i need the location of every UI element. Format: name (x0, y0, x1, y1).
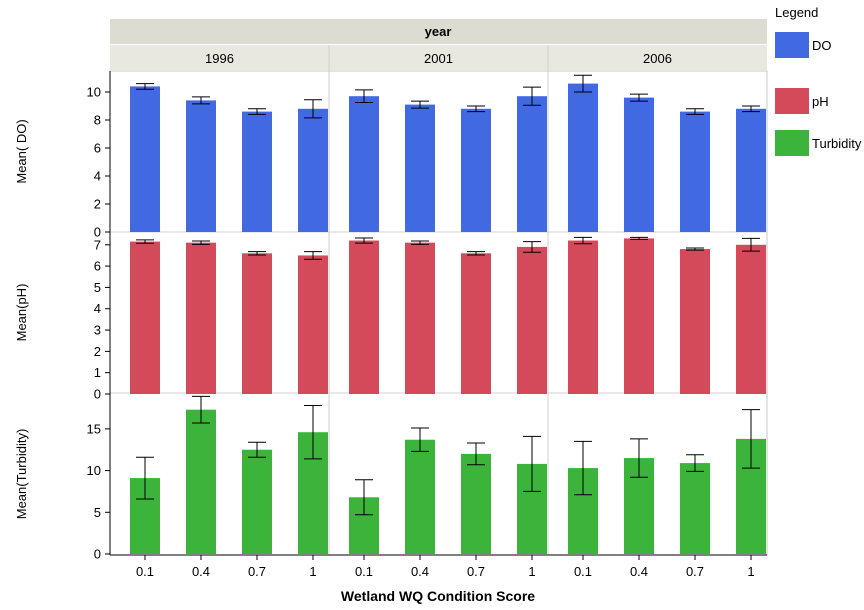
x-tick-label: 0.1 (574, 564, 592, 579)
legend-label: Turbidity (812, 136, 862, 151)
bar (130, 86, 160, 233)
axes-layer: 0 2 4 6 8 10 Mean( DO) 0 1 2 3 4 5 6 7 Mean(pH) 0 5 10 15 Me… (14, 71, 767, 579)
facet-label: 1996 (205, 51, 234, 66)
bar (186, 242, 216, 394)
legend-swatch (775, 88, 809, 114)
bar (736, 108, 766, 232)
y-tick-label: 10 (87, 85, 101, 100)
bar (186, 100, 216, 233)
x-tick-label: 0.7 (467, 564, 485, 579)
bar (517, 246, 547, 394)
bar (517, 96, 547, 232)
bar (186, 409, 216, 554)
bar (568, 240, 598, 394)
y-axis-title: Mean(Turbidity) (14, 429, 29, 520)
x-tick-label: 1 (309, 564, 316, 579)
facet-title: year (425, 24, 452, 39)
bar (242, 253, 272, 394)
bar (461, 253, 491, 394)
x-tick-label: 0.4 (411, 564, 429, 579)
y-tick-label: 1 (94, 365, 101, 380)
bar (624, 238, 654, 394)
legend-swatch (775, 130, 809, 156)
x-tick-label: 0.4 (192, 564, 210, 579)
y-tick-label: 2 (94, 344, 101, 359)
x-tick-label: 0.4 (630, 564, 648, 579)
x-tick-label: 1 (528, 564, 535, 579)
bar (405, 242, 435, 394)
bar (298, 108, 328, 232)
y-tick-label: 5 (94, 280, 101, 295)
y-tick-label: 2 (94, 197, 101, 212)
bar (349, 96, 379, 232)
x-tick-label: 1 (747, 564, 754, 579)
x-tick-label: 0.1 (355, 564, 373, 579)
bar (405, 104, 435, 232)
y-tick-label: 4 (94, 301, 101, 316)
y-tick-label: 6 (94, 141, 101, 156)
bar (298, 255, 328, 394)
bar (461, 453, 491, 554)
y-tick-label: 4 (94, 169, 101, 184)
y-axis-title: Mean( DO) (14, 119, 29, 183)
bar (349, 240, 379, 394)
facet-label: 2006 (643, 51, 672, 66)
bars-layer (130, 83, 766, 554)
facet-label-strip (110, 45, 767, 70)
legend-label: pH (812, 94, 829, 109)
y-tick-label: 8 (94, 113, 101, 128)
error-bars-layer (136, 74, 760, 516)
y-tick-label: 6 (94, 259, 101, 274)
bar (405, 439, 435, 554)
bar (680, 249, 710, 394)
y-tick-label: 5 (94, 505, 101, 520)
legend: Legend DO pH Turbidity (775, 5, 862, 156)
x-axis-title: Wetland WQ Condition Score (341, 588, 535, 604)
y-axis-title: Mean(pH) (14, 284, 29, 342)
y-tick-label: 7 (94, 237, 101, 252)
y-tick-label: 0 (94, 225, 101, 240)
y-tick-label: 0 (94, 387, 101, 402)
y-tick-label: 10 (87, 463, 101, 478)
y-tick-label: 15 (87, 421, 101, 436)
bar (680, 463, 710, 554)
bar (680, 111, 710, 232)
x-tick-label: 0.7 (248, 564, 266, 579)
legend-swatch (775, 32, 809, 58)
bar (242, 449, 272, 554)
bar (568, 83, 598, 232)
bar (242, 111, 272, 232)
facet-title-strip (110, 19, 767, 44)
legend-label: DO (812, 38, 832, 53)
y-tick-label: 3 (94, 323, 101, 338)
legend-title: Legend (775, 5, 818, 20)
bar (461, 108, 491, 232)
x-tick-label: 0.7 (686, 564, 704, 579)
bar (736, 244, 766, 394)
facet-label: 2001 (424, 51, 453, 66)
y-tick-label: 0 (94, 547, 101, 562)
bar (130, 241, 160, 394)
bar (624, 97, 654, 232)
x-tick-label: 0.1 (136, 564, 154, 579)
